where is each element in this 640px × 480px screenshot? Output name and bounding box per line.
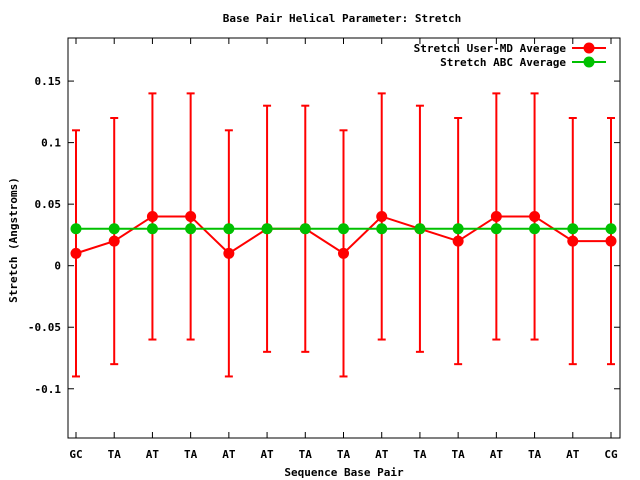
legend-label: Stretch User-MD Average — [414, 42, 567, 55]
data-point-user-md — [70, 247, 82, 259]
y-tick-label: -0.05 — [28, 321, 61, 334]
x-tick-label: TA — [413, 448, 427, 461]
data-point-abc — [338, 223, 349, 235]
data-point-user-md — [338, 247, 349, 259]
data-point-user-md — [490, 210, 502, 222]
data-point-user-md — [108, 235, 120, 247]
x-tick-label: TA — [337, 448, 351, 461]
data-point-user-md — [376, 210, 388, 222]
data-point-user-md — [567, 235, 579, 247]
data-point-abc — [376, 223, 388, 235]
y-tick-label: 0.1 — [41, 137, 61, 150]
data-point-abc — [452, 223, 464, 235]
y-axis-label: Stretch (Angstroms) — [7, 177, 20, 303]
data-point-user-md — [605, 235, 617, 247]
x-tick-label: AT — [260, 448, 274, 461]
series-layer — [70, 92, 617, 378]
data-point-abc — [605, 223, 617, 235]
y-tick-label: 0.15 — [35, 75, 62, 88]
data-point-user-md — [223, 247, 235, 259]
y-tick-label: 0.05 — [35, 198, 62, 211]
x-tick-label: CG — [604, 448, 618, 461]
y-tick-label: -0.1 — [35, 383, 62, 396]
x-axis-label: Sequence Base Pair — [284, 466, 404, 479]
y-axis: -0.1 -0.05 0 0.05 0.1 0.15 — [28, 75, 620, 396]
x-tick-label: TA — [184, 448, 198, 461]
data-point-abc — [108, 223, 120, 235]
x-tick-label: AT — [222, 448, 236, 461]
data-point-abc — [299, 223, 311, 235]
data-point-user-md — [146, 210, 158, 222]
y-tick-label: 0 — [54, 260, 61, 273]
data-point-abc — [185, 223, 197, 235]
x-tick-label: AT — [375, 448, 389, 461]
x-tick-label: TA — [299, 448, 313, 461]
data-point-abc — [146, 223, 158, 235]
x-tick-label: GC — [69, 448, 82, 461]
x-tick-label: TA — [452, 448, 466, 461]
data-point-abc — [490, 223, 502, 235]
data-point-user-md — [529, 210, 541, 222]
x-tick-label: AT — [490, 448, 504, 461]
data-point-abc — [567, 223, 579, 235]
data-point-abc — [223, 223, 235, 235]
x-tick-label: TA — [108, 448, 122, 461]
data-point-user-md — [452, 235, 464, 247]
chart-title: Base Pair Helical Parameter: Stretch — [223, 12, 461, 25]
data-point-user-md — [185, 210, 197, 222]
x-tick-label: AT — [566, 448, 580, 461]
x-tick-label: TA — [528, 448, 542, 461]
data-point-abc — [70, 223, 82, 235]
data-point-abc — [261, 223, 273, 235]
data-point-abc — [414, 223, 426, 235]
x-axis: GC TA AT TA AT AT TA TA AT TA TA AT TA AT CG — [69, 38, 618, 461]
legend-marker — [583, 42, 595, 54]
data-point-abc — [529, 223, 541, 235]
legend-label: Stretch ABC Average — [440, 56, 566, 69]
x-tick-label: AT — [146, 448, 160, 461]
legend-marker — [583, 56, 595, 68]
